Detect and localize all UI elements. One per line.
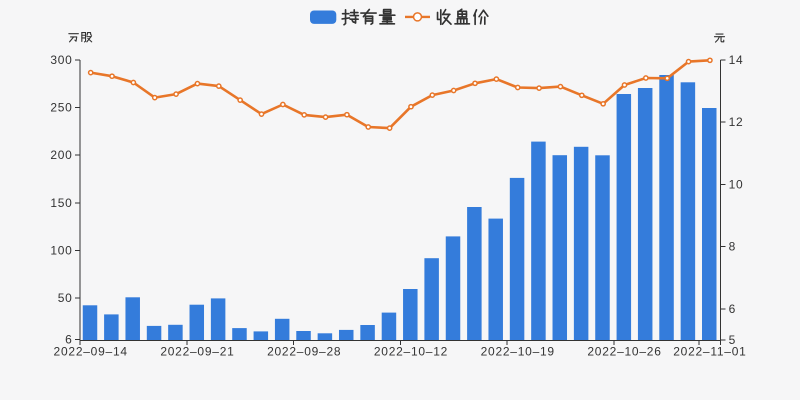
svg-text:6: 6 (729, 302, 736, 316)
svg-text:2022–09–21: 2022–09–21 (160, 345, 234, 359)
svg-text:250: 250 (50, 101, 72, 115)
svg-text:50: 50 (58, 291, 73, 305)
svg-text:8: 8 (729, 240, 736, 254)
svg-text:2022–10–26: 2022–10–26 (587, 345, 661, 359)
svg-text:300: 300 (50, 53, 72, 67)
svg-text:12: 12 (729, 115, 744, 129)
svg-text:150: 150 (50, 196, 72, 210)
svg-text:2022–11–01: 2022–11–01 (673, 345, 746, 359)
svg-text:200: 200 (50, 148, 72, 162)
svg-text:2022–09–28: 2022–09–28 (267, 345, 341, 359)
svg-text:100: 100 (50, 244, 72, 258)
svg-text:5: 5 (729, 333, 736, 347)
svg-text:2022–09–14: 2022–09–14 (54, 345, 128, 359)
svg-text:10: 10 (729, 178, 744, 192)
svg-text:14: 14 (729, 53, 744, 67)
svg-text:6: 6 (65, 332, 72, 346)
svg-text:2022–10–19: 2022–10–19 (481, 345, 555, 359)
svg-text:2022–10–12: 2022–10–12 (374, 345, 448, 359)
